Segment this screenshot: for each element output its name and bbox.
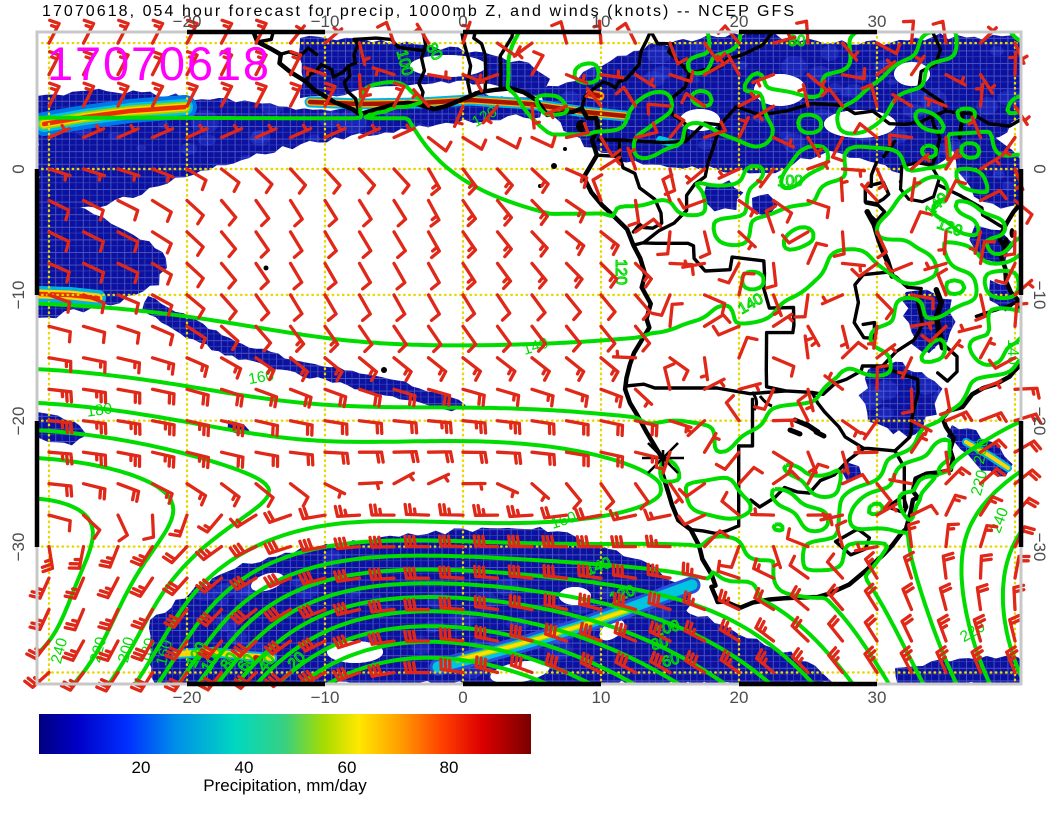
svg-text:40: 40: [235, 758, 254, 777]
svg-text:17070618: 17070618: [47, 37, 269, 90]
svg-text:−10: −10: [311, 688, 340, 707]
svg-text:30: 30: [868, 688, 887, 707]
svg-text:−10: −10: [311, 12, 340, 31]
svg-text:80: 80: [440, 758, 459, 777]
svg-text:−20: −20: [173, 12, 202, 31]
svg-text:−30: −30: [1030, 533, 1049, 562]
svg-text:−10: −10: [9, 281, 28, 310]
svg-text:220: 220: [87, 635, 110, 665]
svg-text:−10: −10: [1030, 281, 1049, 310]
svg-text:20: 20: [132, 758, 151, 777]
svg-text:60: 60: [660, 650, 681, 671]
svg-text:60: 60: [338, 758, 357, 777]
svg-text:−20: −20: [9, 407, 28, 436]
svg-text:20: 20: [730, 12, 749, 31]
svg-text:160: 160: [153, 638, 176, 668]
svg-text:Precipitation, mm/day: Precipitation, mm/day: [203, 776, 367, 795]
svg-text:0: 0: [1030, 164, 1049, 173]
svg-text:20: 20: [730, 688, 749, 707]
svg-text:30: 30: [868, 12, 887, 31]
svg-text:−30: −30: [9, 533, 28, 562]
svg-text:10: 10: [592, 688, 611, 707]
svg-text:0: 0: [458, 12, 467, 31]
svg-text:0: 0: [458, 688, 467, 707]
svg-text:180: 180: [85, 400, 113, 420]
svg-text:−20: −20: [1030, 407, 1049, 436]
svg-text:140: 140: [1004, 339, 1021, 365]
svg-text:10: 10: [592, 12, 611, 31]
svg-text:100: 100: [777, 173, 803, 190]
svg-text:0: 0: [9, 164, 28, 173]
svg-text:−20: −20: [173, 688, 202, 707]
